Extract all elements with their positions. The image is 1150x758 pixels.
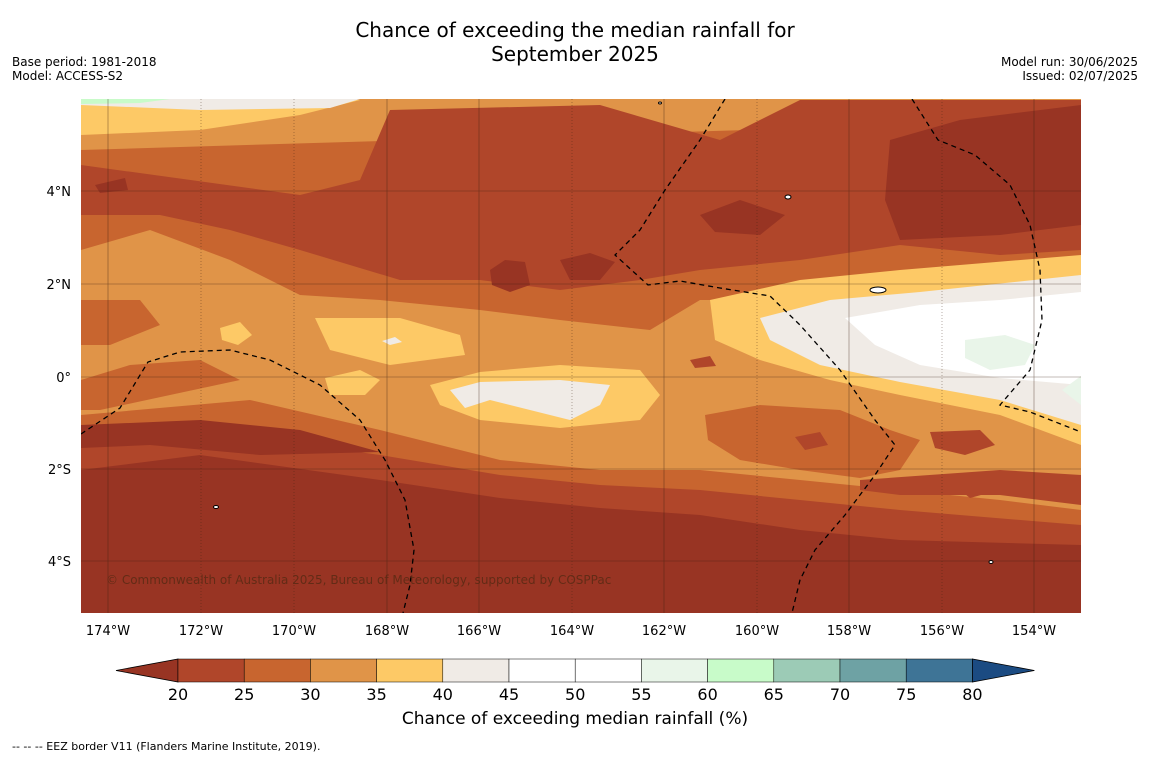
x-tick-160w: 160°W — [735, 624, 779, 639]
colorbar-tick: 45 — [499, 685, 519, 704]
patch-35-40-b — [325, 370, 380, 395]
gridlines — [81, 99, 1081, 613]
patch-20-25-h — [960, 484, 992, 498]
patch-below20-ne — [885, 105, 1081, 240]
patch-below20-a — [700, 200, 785, 235]
y-tick-0: 0° — [56, 371, 71, 386]
band-below20-south — [81, 455, 1081, 613]
eez-footnote: -- -- -- EEZ border V11 (Flanders Marine… — [12, 740, 321, 753]
colorbar-segment — [905, 658, 973, 683]
y-tick-4s: 4°S — [48, 555, 71, 570]
meta-left: Base period: 1981-2018 Model: ACCESS-S2 — [12, 55, 157, 83]
patch-55-60-b — [1062, 376, 1081, 405]
colorbar: 20 25 30 35 40 45 50 55 60 65 70 75 80 — [115, 658, 1035, 704]
y-axis-ticks: 4°N 2°N 0° 2°S 4°S — [47, 185, 72, 570]
x-axis-ticks: 174°W 172°W 170°W 168°W 166°W 164°W 162°… — [86, 624, 1056, 639]
patch-35-40-c — [220, 322, 252, 345]
y-tick-2n: 2°N — [47, 278, 72, 293]
x-tick-172w: 172°W — [179, 624, 223, 639]
colorbar-tick: 65 — [764, 685, 784, 704]
colorbar-tick: 75 — [896, 685, 916, 704]
model-name: Model: ACCESS-S2 — [12, 69, 124, 83]
issued-date: Issued: 02/07/2025 — [1022, 69, 1138, 83]
band-40-45-north — [81, 99, 360, 110]
colorbar-segment — [707, 658, 775, 683]
band-20-25-south — [81, 430, 1081, 555]
colorbar-tick: 25 — [234, 685, 254, 704]
map-title: Chance of exceeding the median rainfall … — [355, 18, 795, 66]
patch-below20-c — [560, 253, 615, 280]
colorbar-tick: 80 — [962, 685, 982, 704]
colorbar-segment — [177, 658, 245, 683]
patch-20-25-f — [930, 430, 995, 455]
colorbar-segment — [243, 658, 311, 683]
base-period: Base period: 1981-2018 — [12, 55, 157, 69]
x-tick-168w: 168°W — [365, 624, 409, 639]
colorbar-segment — [773, 658, 841, 683]
islands — [213, 101, 994, 564]
band-20-25-north — [81, 100, 1081, 290]
x-tick-156w: 156°W — [920, 624, 964, 639]
meta-right: Model run: 30/06/2025 Issued: 02/07/2025 — [1001, 55, 1138, 83]
colorbar-tick: 20 — [168, 685, 188, 704]
colorbar-tick: 50 — [565, 685, 585, 704]
colorbar-tick: 35 — [366, 685, 386, 704]
patch-25-30-w — [81, 360, 240, 410]
colorbar-extend-low — [115, 658, 179, 683]
colorbar-segment — [376, 658, 444, 683]
colorbar-tick: 30 — [300, 685, 320, 704]
x-tick-164w: 164°W — [550, 624, 594, 639]
colorbar-segment — [574, 658, 642, 683]
colorbar-extend-high — [972, 658, 1035, 683]
x-tick-154w: 154°W — [1012, 624, 1056, 639]
x-tick-162w: 162°W — [642, 624, 686, 639]
x-tick-170w: 170°W — [272, 624, 316, 639]
band-35-40-north — [81, 100, 360, 135]
model-run: Model run: 30/06/2025 — [1000, 55, 1138, 69]
patch-25-30-nw — [81, 300, 160, 345]
patch-55-60-a — [965, 335, 1035, 370]
copyright-notice: © Commonwealth of Australia 2025, Bureau… — [106, 573, 612, 587]
colorbar-segment — [839, 658, 907, 683]
colorbar-segment — [310, 658, 377, 683]
x-tick-166w: 166°W — [457, 624, 501, 639]
y-tick-2s: 2°S — [48, 463, 71, 478]
colorbar-tick: 40 — [433, 685, 453, 704]
colorbar-tick: 60 — [697, 685, 717, 704]
patch-20-25-g — [795, 432, 828, 450]
colorbar-segment — [641, 658, 708, 683]
patch-20-25-i — [690, 356, 716, 368]
patch-40-45-a — [450, 380, 610, 420]
colorbar-label: Chance of exceeding median rainfall (%) — [401, 709, 749, 729]
rainfall-field — [81, 99, 1081, 613]
colorbar-segment — [508, 658, 576, 683]
eez-borders — [81, 99, 1081, 613]
x-tick-158w: 158°W — [827, 624, 871, 639]
colorbar-tick: 55 — [631, 685, 651, 704]
x-tick-174w: 174°W — [86, 624, 130, 639]
band-60-65-north — [81, 99, 170, 104]
patch-below20-sw — [81, 420, 380, 455]
y-tick-4n: 4°N — [47, 185, 72, 200]
colorbar-segment — [442, 658, 510, 683]
colorbar-tick: 70 — [830, 685, 850, 704]
patch-below20-d — [95, 178, 128, 193]
